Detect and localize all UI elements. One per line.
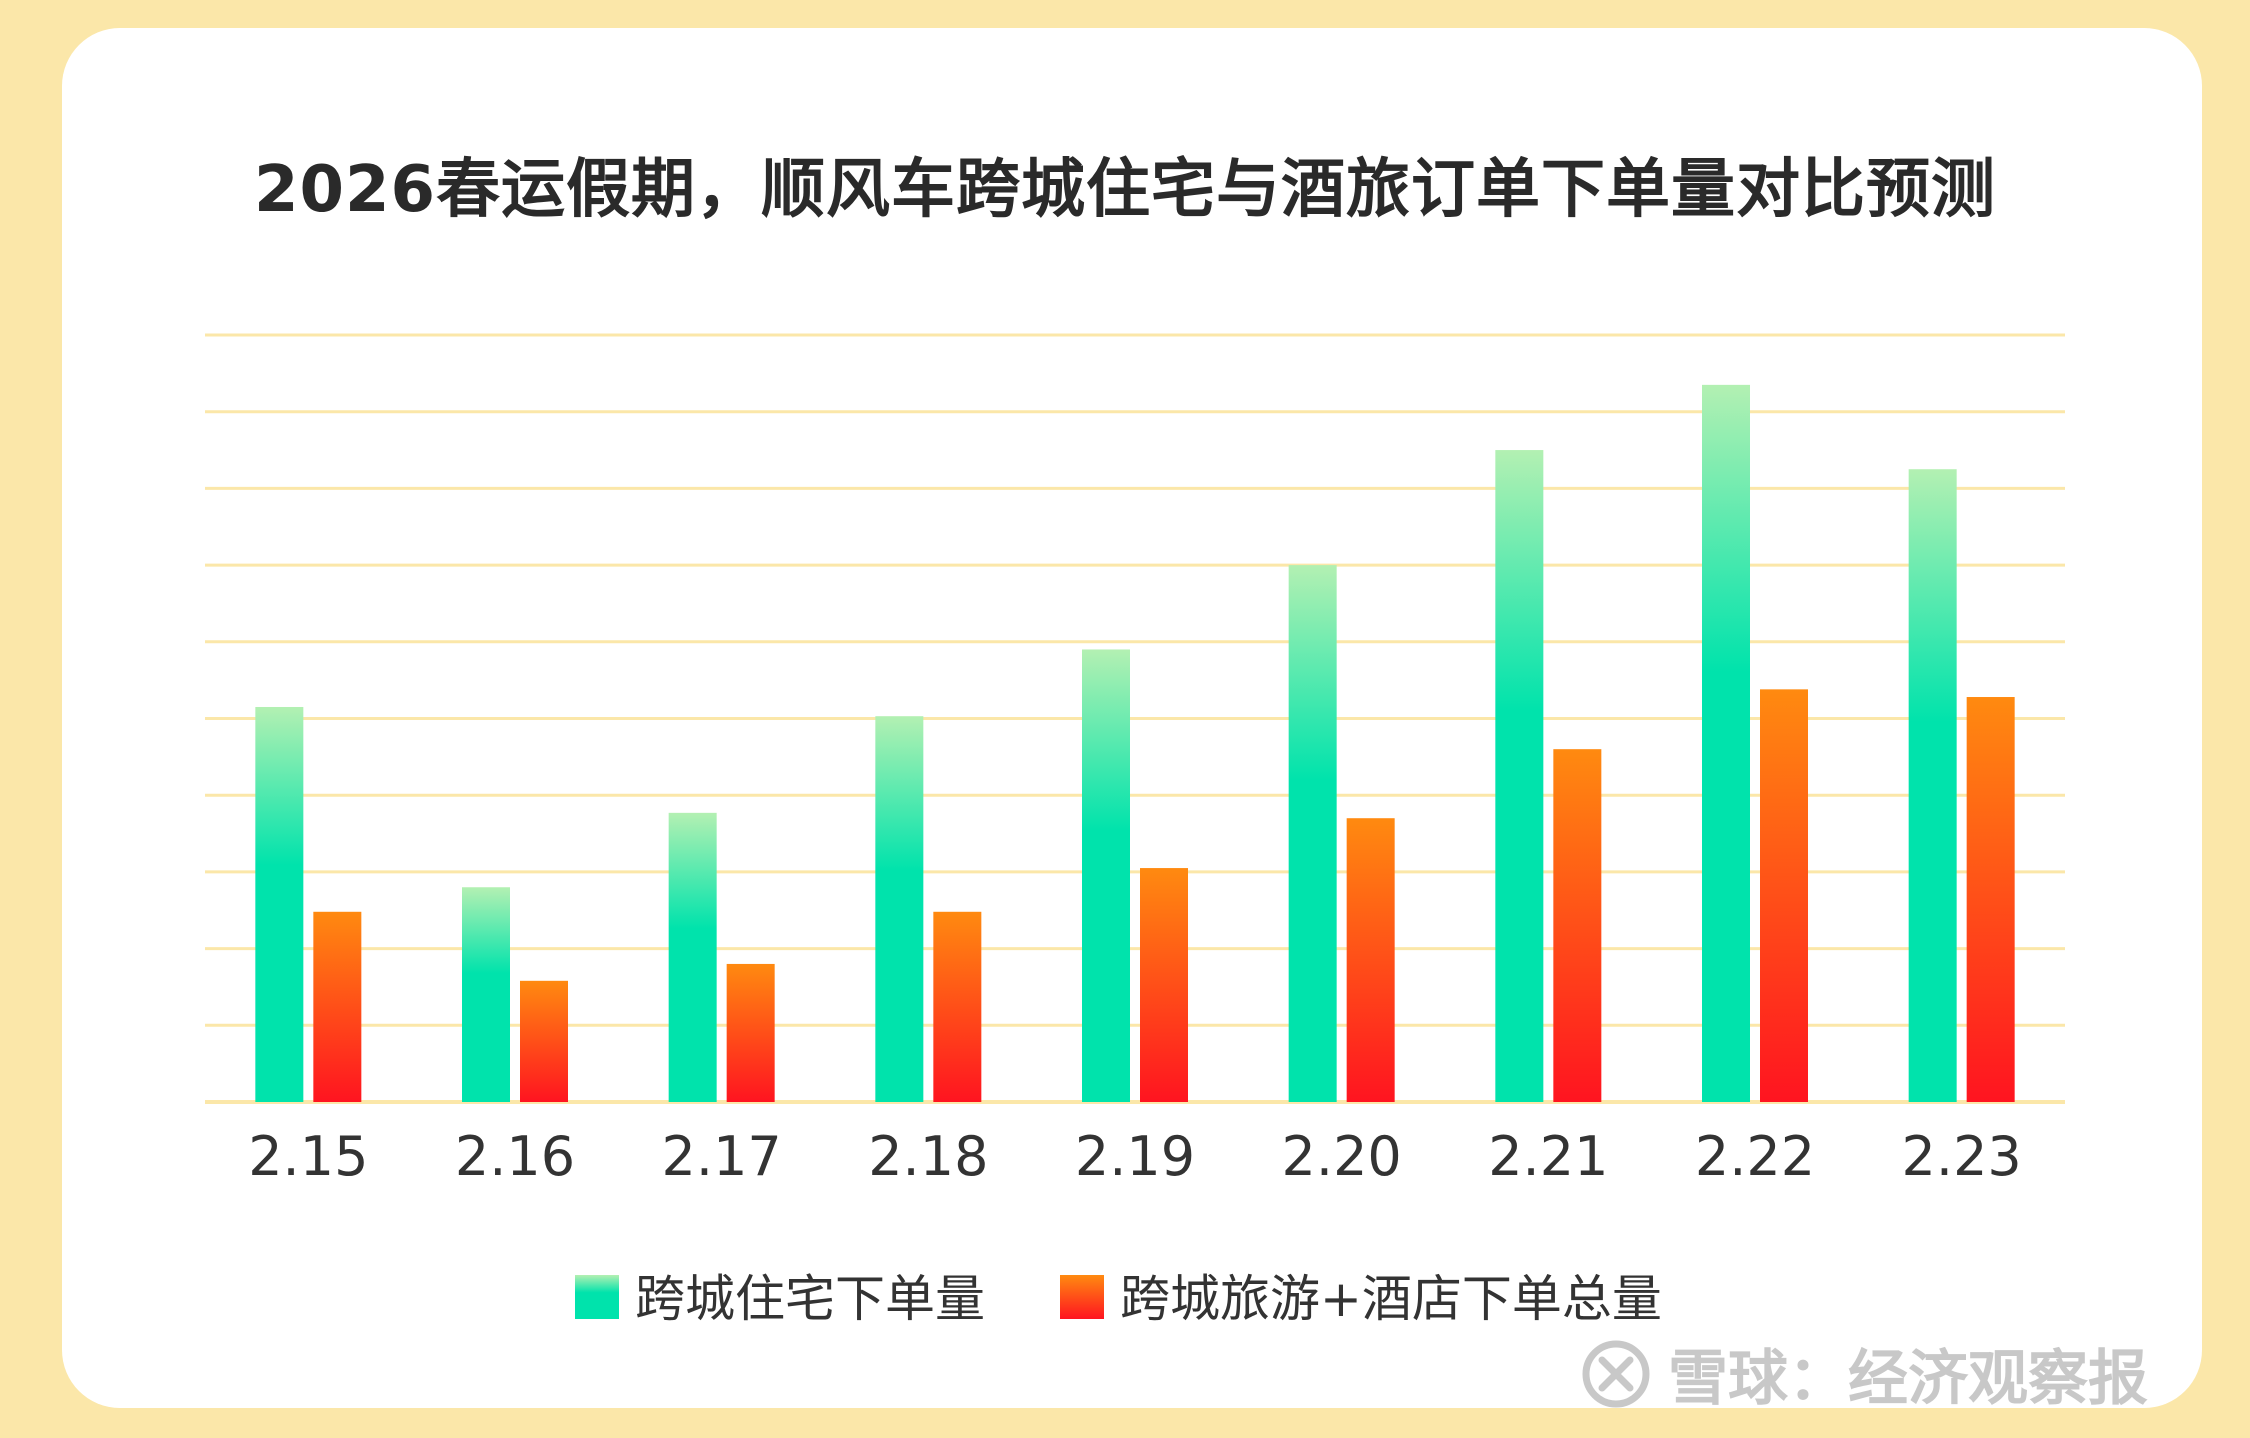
bar-residential	[255, 706, 304, 1102]
bar-travel-hotel	[726, 963, 775, 1102]
watermark-text: 雪球：经济观察报	[1668, 1344, 2148, 1414]
bar-travel-hotel	[1140, 868, 1188, 1102]
x-tick-label: 2.21	[1488, 1125, 1608, 1188]
bar-travel-hotel	[520, 980, 568, 1102]
bar-residential	[668, 812, 717, 1102]
chart-title: 2026春运假期，顺风车跨城住宅与酒旅订单下单量对比预测	[253, 153, 1997, 227]
bar-residential	[1702, 384, 1750, 1103]
bar-residential	[462, 887, 510, 1102]
legend-label: 跨城旅游+酒店下单总量	[1120, 1270, 1662, 1328]
x-tick-label: 2.22	[1695, 1125, 1815, 1188]
x-tick-label: 2.18	[868, 1125, 988, 1188]
bar-travel-hotel	[1966, 697, 2015, 1102]
bar-travel-hotel	[1760, 689, 1808, 1102]
x-tick-label: 2.17	[662, 1125, 782, 1188]
x-tick-label: 2.16	[455, 1125, 575, 1188]
watermark: 雪球：经济观察报	[1580, 1330, 2148, 1417]
bar-residential	[1082, 649, 1130, 1102]
bar-residential	[1908, 469, 1957, 1103]
x-tick-label: 2.20	[1282, 1125, 1402, 1188]
legend-label: 跨城住宅下单量	[635, 1270, 985, 1328]
bar-travel-hotel	[1553, 749, 1602, 1102]
x-tick-label: 2.19	[1075, 1125, 1195, 1188]
x-tick-label: 2.15	[248, 1125, 368, 1188]
snowball-logo-icon	[1582, 1340, 1650, 1407]
bar-residential	[1495, 450, 1544, 1102]
bar-residential	[875, 716, 924, 1102]
x-tick-label: 2.23	[1902, 1125, 2022, 1188]
bar-residential	[1288, 565, 1337, 1102]
bar-travel-hotel	[313, 911, 362, 1102]
bar-travel-hotel	[933, 911, 982, 1102]
bar-travel-hotel	[1346, 818, 1395, 1102]
legend-swatch	[1060, 1275, 1104, 1319]
legend-swatch	[575, 1275, 619, 1319]
